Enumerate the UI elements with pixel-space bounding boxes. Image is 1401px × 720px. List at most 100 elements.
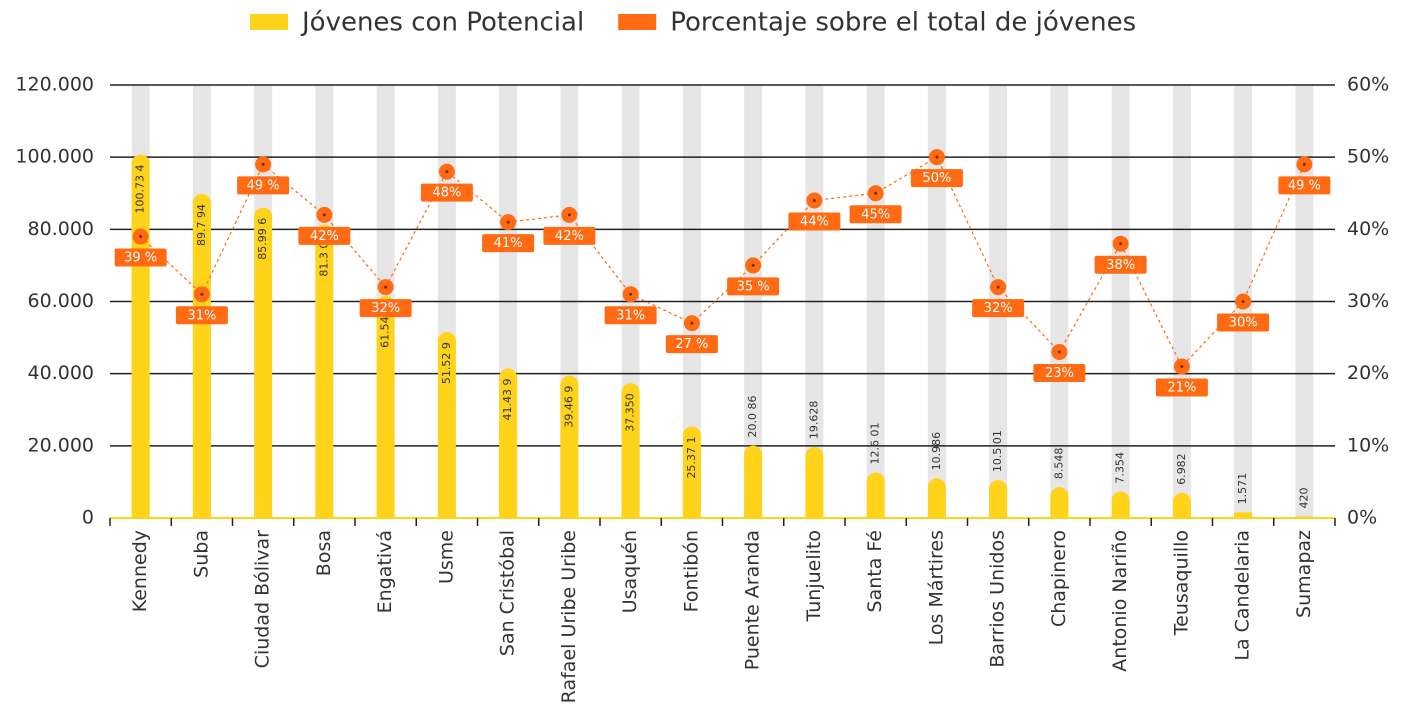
percent-dot-center xyxy=(812,198,816,202)
bar-value-label: 10.986 xyxy=(930,432,943,471)
percent-dot-center xyxy=(322,213,326,217)
x-tick-label: Teusaquillo xyxy=(1170,530,1192,636)
legend-label: Porcentaje sobre el total de jóvenes xyxy=(670,8,1136,38)
percent-dot-center xyxy=(1241,300,1245,303)
percent-label-box xyxy=(604,306,657,325)
x-tick-label: Santa Fé xyxy=(864,530,886,612)
bar xyxy=(744,445,763,518)
percent-label-box xyxy=(1278,176,1331,195)
percent-dot-center xyxy=(874,191,878,195)
x-tick-label: Barrios Unidos xyxy=(987,530,1009,668)
percent-label: 48% xyxy=(432,186,461,201)
legend-label: Jóvenes con Potencial xyxy=(300,8,584,38)
x-tick-label: Kennedy xyxy=(129,530,151,612)
bar xyxy=(315,224,334,518)
y-tick-label: 40.000 xyxy=(28,362,94,384)
bar xyxy=(376,295,395,518)
percent-label: 50% xyxy=(922,171,951,186)
x-tick-label: Tunjuelito xyxy=(803,530,825,622)
y2-tick-label: 60% xyxy=(1347,74,1389,96)
y2-tick-label: 40% xyxy=(1347,218,1389,240)
percent-dot-center xyxy=(384,285,388,289)
x-tick-label: Bosa xyxy=(313,530,335,576)
x-tick-label: Sumapaz xyxy=(1293,530,1315,618)
bar xyxy=(621,383,640,518)
percent-dot-center xyxy=(1119,242,1123,246)
percent-label: 32% xyxy=(371,301,400,316)
bar-value-label: 10.5 01 xyxy=(991,430,1004,472)
bar-value-label: 89.7 94 xyxy=(195,204,208,246)
percent-label-box xyxy=(849,205,902,224)
percent-label: 30% xyxy=(1229,316,1258,331)
percent-label: 23% xyxy=(1045,366,1074,381)
percent-label-box xyxy=(420,183,473,202)
percent-dot-center xyxy=(690,321,694,325)
bar-value-label: 41.43 9 xyxy=(501,378,514,420)
percent-label: 38% xyxy=(1106,258,1135,273)
bar-value-label: 100.73 4 xyxy=(134,165,147,214)
y-tick-label: 120.000 xyxy=(15,74,94,96)
x-tick-label: Usaquén xyxy=(619,530,641,613)
percent-dot-center xyxy=(751,263,755,267)
y2-tick-label: 30% xyxy=(1347,290,1389,312)
bar-value-label: 39.46 9 xyxy=(562,386,575,428)
bar-value-label: 12.6 01 xyxy=(869,423,882,465)
bar-value-label: 19.628 xyxy=(807,401,820,440)
bar xyxy=(1111,491,1130,518)
percent-label-box xyxy=(237,176,290,195)
percent-label-box xyxy=(175,306,228,325)
x-tick-label: La Candelaria xyxy=(1232,530,1254,661)
y2-tick-label: 20% xyxy=(1347,362,1389,384)
bar-value-label: 85.99 6 xyxy=(256,218,269,260)
percent-label-box xyxy=(1033,364,1086,383)
y-tick-label: 20.000 xyxy=(28,434,94,456)
bar xyxy=(560,375,579,518)
y-tick-label: 100.000 xyxy=(15,146,94,168)
percent-label-box xyxy=(910,169,963,188)
y-tick-label: 60.000 xyxy=(28,290,94,312)
bar xyxy=(989,480,1008,518)
percent-label-box xyxy=(665,335,718,354)
percent-dot-center xyxy=(996,285,1000,289)
bar xyxy=(1050,487,1069,518)
bar xyxy=(437,332,456,518)
bar-value-label: 1.571 xyxy=(1236,473,1249,505)
legend-swatch xyxy=(250,14,288,30)
y-tick-label: 80.000 xyxy=(28,218,94,240)
bar xyxy=(682,426,701,518)
percent-label-box xyxy=(1094,255,1147,274)
percent-label: 42% xyxy=(310,229,339,244)
percent-label-box xyxy=(114,248,167,267)
percent-label: 49 % xyxy=(1288,178,1321,193)
bar-value-label: 81.3 07 xyxy=(317,235,330,277)
percent-label-box xyxy=(482,234,535,253)
x-tick-label: Fontibón xyxy=(680,530,702,612)
percent-label: 49 % xyxy=(247,178,280,193)
percent-label: 44% xyxy=(800,214,829,229)
percent-label: 27 % xyxy=(675,337,708,352)
bar xyxy=(1234,512,1253,518)
bar-value-label: 6.982 xyxy=(1175,453,1188,485)
percent-label-box xyxy=(1217,313,1270,332)
x-tick-label: Puente Aranda xyxy=(742,530,764,670)
bar xyxy=(131,154,150,519)
percent-dot-center xyxy=(935,155,939,159)
x-tick-label: Los Mártires xyxy=(925,530,947,645)
x-tick-label: Rafael Uribe Uribe xyxy=(558,530,580,703)
legend: Jóvenes con Potencial Porcentaje sobre el… xyxy=(250,8,1136,38)
x-tick-label: Suba xyxy=(190,530,212,578)
bar-value-label: 20.0 86 xyxy=(746,396,759,438)
percent-label: 35 % xyxy=(737,279,770,294)
percent-label-box xyxy=(1155,378,1208,397)
percent-dot-center xyxy=(200,292,204,296)
percent-label: 32% xyxy=(984,301,1013,316)
percent-dot-center xyxy=(139,235,143,239)
percent-dot-center xyxy=(445,170,449,174)
x-tick-label: Engativá xyxy=(374,530,396,613)
percent-label-box xyxy=(788,212,841,231)
y2-tick-label: 50% xyxy=(1347,146,1389,168)
bar-value-label: 7.354 xyxy=(1114,452,1127,484)
percent-label: 31% xyxy=(187,308,216,323)
percent-label-box xyxy=(359,299,412,318)
